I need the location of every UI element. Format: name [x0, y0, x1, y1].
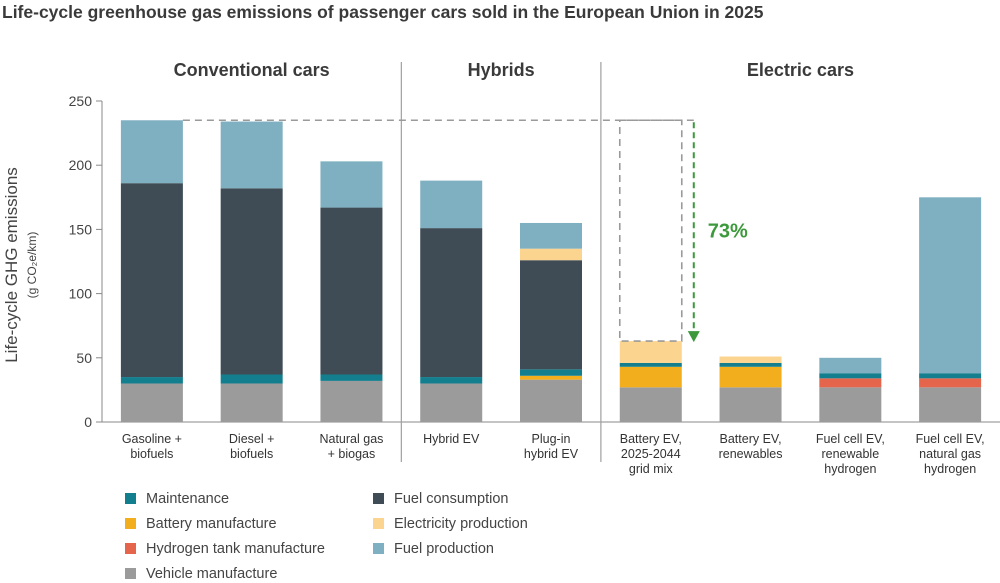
legend-swatch [125, 543, 136, 554]
bar-segment-vehicle-manufacture [819, 387, 882, 422]
bar-segment-fuel-production [120, 120, 183, 184]
bar-segment-maintenance [719, 362, 782, 367]
x-tick-label: hydrogen [824, 462, 876, 476]
x-tick-label: Plug-in [532, 432, 571, 446]
bar-segment-battery-manufacture [520, 375, 582, 380]
legend-item: Battery manufacture [125, 516, 277, 532]
legend-swatch [125, 568, 136, 579]
bar-segment-hydrogen-tank-manufacture [919, 378, 982, 388]
y-tick-label: 100 [69, 286, 93, 302]
legend-item: Hydrogen tank manufacture [125, 541, 325, 557]
bar-segment-fuel-consumption [320, 207, 383, 375]
y-tick-label: 150 [69, 221, 93, 237]
group-header: Electric cars [747, 60, 854, 80]
legend-label: Fuel production [394, 541, 494, 557]
x-tick-label: natural gas [919, 447, 981, 461]
bar-segment-battery-manufacture [719, 366, 782, 388]
bar-segment-vehicle-manufacture [220, 383, 283, 422]
x-tick-label: 2025-2044 [621, 447, 681, 461]
legend-label: Electricity production [394, 516, 528, 532]
x-tick-label: grid mix [629, 462, 674, 476]
bar-segment-maintenance [919, 373, 982, 379]
x-tick-label: hydrogen [924, 462, 976, 476]
x-tick-label: Battery EV, [720, 432, 782, 446]
bar-segment-fuel-production [819, 357, 882, 374]
bar-segment-vehicle-manufacture [320, 380, 383, 422]
legend-item: Fuel production [373, 541, 494, 557]
x-tick-label: Fuel cell EV, [916, 432, 985, 446]
bar-segment-vehicle-manufacture [120, 383, 183, 422]
legend-swatch [373, 543, 384, 554]
x-tick-label: biofuels [230, 447, 273, 461]
x-tick-label: renewable [821, 447, 879, 461]
bar-segment-fuel-production [220, 121, 283, 189]
bar-segment-vehicle-manufacture [420, 383, 483, 422]
x-tick-label: Fuel cell EV, [816, 432, 885, 446]
y-axis-title: Life-cycle GHG emissions [2, 167, 21, 363]
bar-segment-electricity-production [619, 341, 682, 363]
bar-segment-hydrogen-tank-manufacture [819, 378, 882, 388]
legend-label: Maintenance [146, 491, 230, 507]
reference-dashed-box [618, 119, 683, 342]
bar-segment-fuel-consumption [420, 228, 483, 378]
bar-segment-fuel-consumption [520, 260, 582, 370]
x-tick-label: Natural gas [319, 432, 383, 446]
legend-label: Vehicle manufacture [146, 566, 278, 582]
legend-item: Fuel consumption [373, 491, 508, 507]
bar-segment-electricity-production [719, 356, 782, 363]
legend-item: Vehicle manufacture [125, 566, 277, 582]
bar-segment-maintenance [320, 374, 383, 381]
x-tick-label: Battery EV, [620, 432, 682, 446]
bar-segment-vehicle-manufacture [520, 379, 582, 422]
x-tick-label: Diesel + [229, 432, 275, 446]
legend-label: Hydrogen tank manufacture [146, 541, 325, 557]
bar-segment-vehicle-manufacture [619, 387, 682, 422]
group-header: Hybrids [468, 60, 535, 80]
bar-segment-vehicle-manufacture [919, 387, 982, 422]
bar-segment-electricity-production [520, 248, 582, 261]
bar-segment-maintenance [520, 369, 582, 376]
bar-segment-fuel-consumption [220, 188, 283, 375]
bar-segment-maintenance [420, 377, 483, 384]
y-tick-label: 50 [76, 350, 92, 366]
bar-segment-maintenance [220, 374, 283, 384]
bar-segment-maintenance [819, 373, 882, 379]
legend-swatch [125, 493, 136, 504]
legend-swatch [373, 493, 384, 504]
bar-segment-maintenance [120, 377, 183, 384]
legend-label: Fuel consumption [394, 491, 509, 507]
legend-swatch [373, 518, 384, 529]
legend-item: Maintenance [125, 491, 229, 507]
bar-segment-fuel-production [520, 222, 582, 249]
x-tick-label: biofuels [130, 447, 173, 461]
bar-segment-fuel-production [919, 197, 982, 374]
bar-segment-fuel-production [320, 161, 383, 208]
legend-item: Electricity production [373, 516, 528, 532]
x-tick-label: Hybrid EV [423, 432, 480, 446]
x-tick-label: hybrid EV [524, 447, 579, 461]
bar-segment-battery-manufacture [619, 366, 682, 388]
bar-segment-vehicle-manufacture [719, 387, 782, 422]
y-tick-label: 0 [84, 414, 92, 430]
group-header: Conventional cars [174, 60, 330, 80]
bar-segment-fuel-consumption [120, 183, 183, 378]
chart-title: Life-cycle greenhouse gas emissions of p… [2, 2, 764, 22]
y-tick-label: 200 [69, 157, 93, 173]
bar-segment-maintenance [619, 362, 682, 367]
y-axis-unit: (g CO₂e/km) [25, 232, 39, 299]
y-tick-label: 250 [69, 93, 93, 109]
x-tick-label: renewables [719, 447, 783, 461]
x-tick-label: + biogas [328, 447, 376, 461]
reduction-annotation: 73% [708, 221, 748, 243]
legend-swatch [125, 518, 136, 529]
bar-segment-fuel-production [420, 180, 483, 229]
legend-label: Battery manufacture [146, 516, 277, 532]
reduction-arrow-head [687, 331, 700, 343]
x-tick-label: Gasoline + [122, 432, 182, 446]
